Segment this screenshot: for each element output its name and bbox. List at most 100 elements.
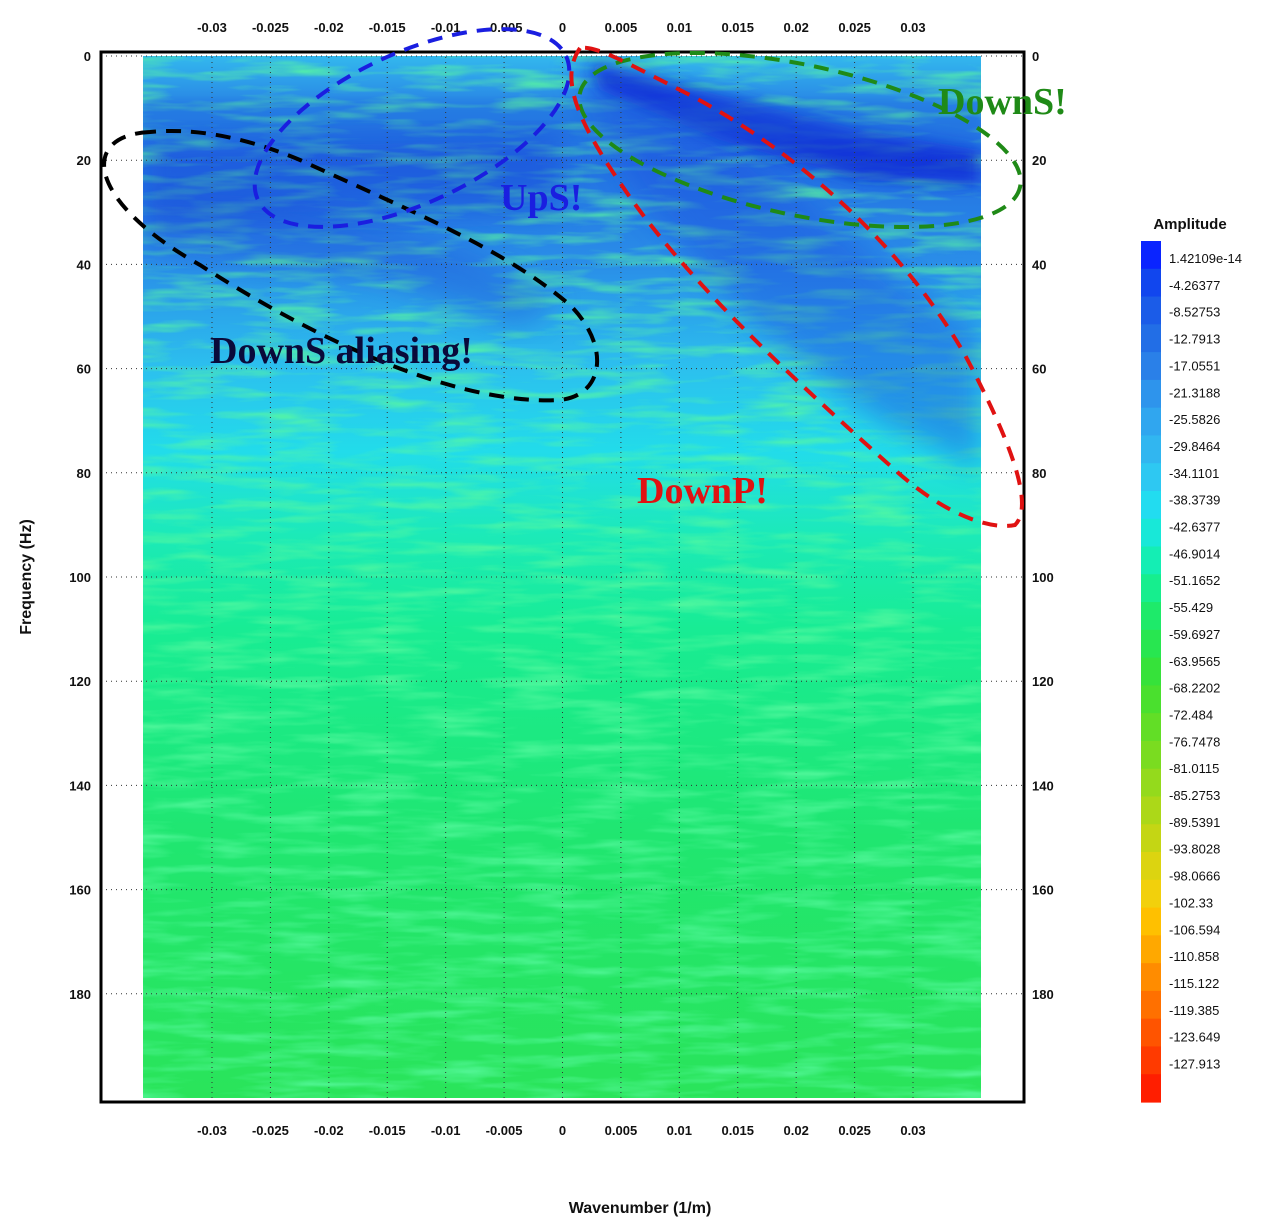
colorbar-swatch-8 xyxy=(1141,463,1161,492)
y-tick-label-left-6: 120 xyxy=(69,674,91,689)
y-tick-label-left-9: 180 xyxy=(69,987,91,1002)
y-tick-label-right-5: 100 xyxy=(1032,570,1054,585)
colorbar-swatch-12 xyxy=(1141,574,1161,603)
colorbar-swatch-3 xyxy=(1141,324,1161,353)
colorbar-label-18: -76.7478 xyxy=(1169,734,1220,749)
plot-frame xyxy=(99,50,1026,1104)
y-tick-label-left-0: 0 xyxy=(84,49,91,64)
x-tick-label-bottom-5: -0.005 xyxy=(486,1123,523,1138)
colorbar-label-8: -34.1101 xyxy=(1169,466,1219,481)
colorbar-label-19: -81.0115 xyxy=(1169,761,1219,776)
colorbar-swatch-20 xyxy=(1141,796,1161,825)
colorbar-swatch-30 xyxy=(1141,1074,1161,1103)
x-tick-label-top-4: -0.01 xyxy=(431,20,461,35)
y-tick-label-left-3: 60 xyxy=(77,362,91,377)
y-tick-labels-right: 0 20 40 60 80 100 120 140 160 180 xyxy=(1032,49,1054,1002)
y-tick-label-right-8: 160 xyxy=(1032,883,1054,898)
x-tick-label-bottom-9: 0.015 xyxy=(721,1123,754,1138)
colorbar-swatch-18 xyxy=(1141,740,1161,770)
label-downp: DownP! xyxy=(637,470,768,512)
colorbar-swatch-14 xyxy=(1141,629,1161,659)
ellipse-downs xyxy=(577,50,1023,230)
x-tick-label-top-8: 0.01 xyxy=(667,20,692,35)
aliasing-energy-band xyxy=(143,190,560,330)
colorbar-label-7: -29.8464 xyxy=(1169,439,1220,454)
x-tick-labels-bottom: -0.03 -0.025 -0.02 -0.015 -0.01 -0.005 0 0.005 0… xyxy=(197,1123,925,1138)
colorbar-label-28: -119.385 xyxy=(1169,1003,1219,1018)
colorbar-label-13: -55.429 xyxy=(1169,600,1213,615)
y-tick-label-right-6: 120 xyxy=(1032,674,1054,689)
ellipse-downp xyxy=(569,45,1024,528)
colorbar-label-25: -106.594 xyxy=(1169,922,1220,937)
colorbar-swatch-23 xyxy=(1141,879,1161,909)
colorbar-label-0: 1.42109e-14 xyxy=(1169,251,1242,266)
label-downs: DownS! xyxy=(938,81,1067,123)
x-tick-label-bottom-2: -0.02 xyxy=(314,1123,344,1138)
y-tick-label-right-3: 60 xyxy=(1032,362,1046,377)
label-downs-aliasing: DownS aliasing! xyxy=(210,330,473,372)
x-tick-label-bottom-0: -0.03 xyxy=(197,1123,227,1138)
colorbar-swatch-16 xyxy=(1141,685,1161,714)
x-tick-label-top-2: -0.02 xyxy=(314,20,344,35)
colorbar-label-17: -72.484 xyxy=(1169,707,1213,722)
y-tick-label-right-4: 80 xyxy=(1032,466,1046,481)
colorbar-label-15: -63.9565 xyxy=(1169,654,1220,669)
colorbar-label-1: -4.26377 xyxy=(1169,278,1220,293)
y-axis-label: Frequency (Hz) xyxy=(18,519,35,635)
colorbar-swatch-1 xyxy=(1141,268,1161,298)
colorbar-swatch-10 xyxy=(1141,518,1161,548)
colorbar-label-4: -17.0551 xyxy=(1169,358,1220,373)
colorbar-swatch-24 xyxy=(1141,907,1161,936)
colorbar-label-22: -93.8028 xyxy=(1169,842,1220,857)
x-tick-label-bottom-3: -0.015 xyxy=(369,1123,406,1138)
y-tick-label-right-2: 40 xyxy=(1032,257,1046,272)
colorbar-label-29: -123.649 xyxy=(1169,1030,1220,1045)
colorbar-swatch-26 xyxy=(1141,963,1161,992)
x-tick-label-bottom-12: 0.03 xyxy=(900,1123,925,1138)
colorbar-title: Amplitude xyxy=(1153,216,1226,233)
colorbar-swatch-11 xyxy=(1141,546,1161,575)
colorbar-swatch-5 xyxy=(1141,379,1161,409)
annotation-shapes xyxy=(102,27,1024,528)
x-tick-label-bottom-6: 0 xyxy=(559,1123,566,1138)
downp-energy-band xyxy=(575,60,980,470)
colorbar-label-21: -89.5391 xyxy=(1169,815,1220,830)
x-tick-label-top-7: 0.005 xyxy=(605,20,638,35)
x-axis-label: Wavenumber (1/m) xyxy=(569,1200,712,1217)
colorbar-label-24: -102.33 xyxy=(1169,895,1213,910)
colorbar-swatch-27 xyxy=(1141,990,1161,1020)
colorbar-label-23: -98.0666 xyxy=(1169,869,1220,884)
colorbar-swatch-13 xyxy=(1141,602,1161,631)
x-tick-label-bottom-7: 0.005 xyxy=(605,1123,638,1138)
annotation-labels: DownS! UpS! DownS aliasing! DownP! xyxy=(210,81,1067,512)
y-tick-label-left-8: 160 xyxy=(69,883,91,898)
topband-energy xyxy=(143,100,981,140)
x-tick-label-bottom-1: -0.025 xyxy=(252,1123,289,1138)
colorbar-label-27: -115.122 xyxy=(1169,976,1219,991)
colorbar-swatch-29 xyxy=(1141,1046,1161,1075)
colorbar-label-6: -25.5826 xyxy=(1169,412,1220,427)
ellipse-downs-aliasing xyxy=(102,128,600,403)
colorbar-swatch-22 xyxy=(1141,852,1161,881)
x-tick-label-bottom-4: -0.01 xyxy=(431,1123,461,1138)
colorbar-label-10: -42.6377 xyxy=(1169,520,1220,535)
colorbar-label-26: -110.858 xyxy=(1169,949,1219,964)
x-tick-label-bottom-8: 0.01 xyxy=(667,1123,692,1138)
y-tick-label-left-4: 80 xyxy=(77,466,91,481)
x-tick-label-bottom-11: 0.025 xyxy=(838,1123,871,1138)
y-tick-label-left-2: 40 xyxy=(77,257,91,272)
colorbar-swatch-17 xyxy=(1141,713,1161,742)
y-tick-label-right-1: 20 xyxy=(1032,153,1046,168)
colorbar-label-9: -38.3739 xyxy=(1169,493,1220,508)
colorbar: 1.42109e-14 -4.26377 -8.52753 -12.7913 -17.0… xyxy=(1141,241,1242,1103)
colorbar-label-12: -51.1652 xyxy=(1169,573,1220,588)
colorbar-swatch-0 xyxy=(1141,241,1161,270)
x-tick-label-top-11: 0.025 xyxy=(838,20,871,35)
colorbar-swatch-19 xyxy=(1141,768,1161,798)
colorbar-label-11: -46.9014 xyxy=(1169,546,1220,561)
colorbar-swatch-2 xyxy=(1141,296,1161,325)
y-tick-labels-left: 0 20 40 60 80 100 120 140 160 180 xyxy=(69,49,91,1002)
y-tick-label-right-7: 140 xyxy=(1032,778,1054,793)
x-tick-label-top-12: 0.03 xyxy=(900,20,925,35)
